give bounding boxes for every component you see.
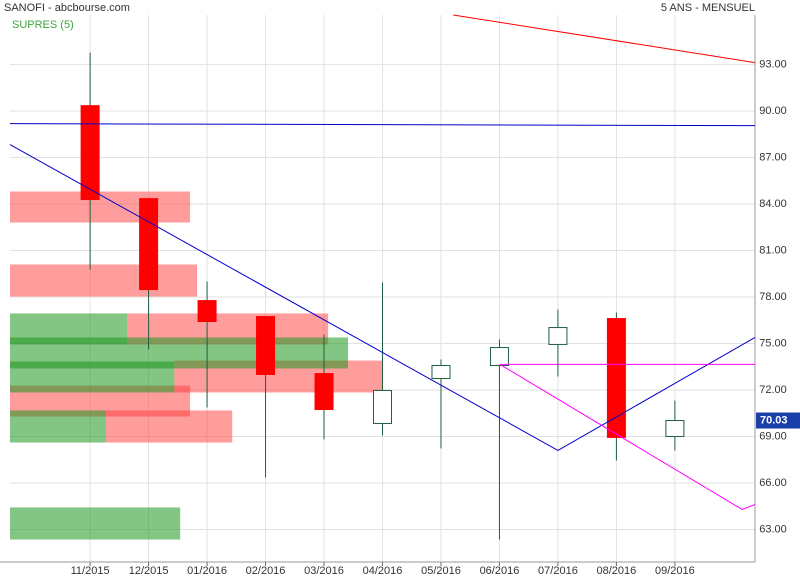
- x-tick-label: 08/2016: [597, 565, 637, 577]
- price-tag-label: 70.03: [760, 414, 788, 426]
- candle-body: [314, 373, 334, 411]
- y-tick-label: 69.00: [759, 430, 787, 442]
- candle-body: [665, 420, 685, 437]
- y-tick-label: 66.00: [759, 477, 787, 489]
- chart-subtitle: 5 ANS - MENSUEL: [661, 2, 755, 14]
- zone: [10, 361, 175, 393]
- y-tick-label: 78.00: [759, 291, 787, 303]
- trend-line: [9, 123, 756, 127]
- price-tag: [756, 412, 800, 429]
- candle-body: [548, 327, 568, 345]
- y-tick-label: 93.00: [759, 58, 787, 70]
- indicator-label: SUPRES (5): [12, 19, 74, 31]
- zone: [10, 191, 191, 223]
- candle-body: [139, 198, 159, 291]
- candle-body: [197, 300, 217, 323]
- trend-line: [9, 144, 756, 452]
- x-tick-label: 09/2016: [655, 565, 695, 577]
- x-tick-label: 05/2016: [421, 565, 461, 577]
- x-tick-label: 03/2016: [304, 565, 344, 577]
- y-tick-label: 72.00: [759, 384, 787, 396]
- y-tick-label: 84.00: [759, 198, 787, 210]
- candle-body: [606, 318, 626, 438]
- zone: [105, 410, 233, 443]
- y-tick-label: 63.00: [759, 523, 787, 535]
- zone: [10, 410, 106, 443]
- x-tick-label: 04/2016: [363, 565, 403, 577]
- candle-body: [373, 389, 392, 424]
- candle-body: [80, 105, 100, 201]
- zone: [10, 507, 181, 540]
- candle-body: [256, 316, 276, 376]
- x-tick-label: 02/2016: [246, 565, 286, 577]
- y-tick-label: 75.00: [759, 337, 787, 349]
- y-tick-label: 90.00: [759, 105, 787, 117]
- trend-line: [499, 364, 756, 511]
- x-tick-label: 01/2016: [187, 565, 227, 577]
- y-tick-label: 87.00: [759, 151, 787, 163]
- trend-line: [453, 14, 756, 64]
- x-tick-label: 11/2015: [71, 565, 110, 577]
- candle-body: [431, 365, 451, 380]
- y-tick-label: 81.00: [759, 244, 787, 256]
- x-tick-label: 06/2016: [480, 565, 520, 577]
- chart-title: SANOFI - abcbourse.com: [4, 2, 130, 14]
- zone: [10, 264, 198, 297]
- x-tick-label: 07/2016: [538, 565, 578, 577]
- candle-body: [489, 347, 509, 367]
- x-tick-label: 12/2015: [129, 565, 169, 577]
